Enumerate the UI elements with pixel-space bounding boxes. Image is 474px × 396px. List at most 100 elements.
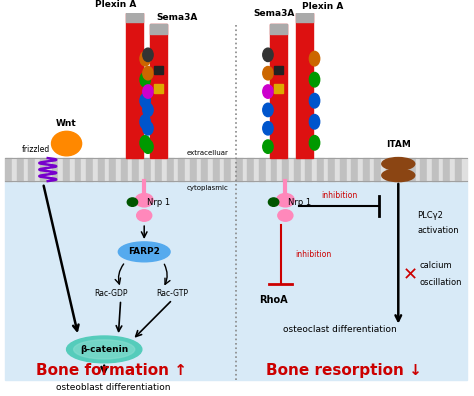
Bar	[82, 158, 86, 181]
Ellipse shape	[263, 67, 273, 80]
Bar	[197, 158, 201, 181]
Ellipse shape	[143, 85, 153, 98]
Text: calcium: calcium	[419, 261, 452, 270]
Ellipse shape	[263, 103, 273, 116]
Bar	[340, 158, 346, 181]
Text: inhibition: inhibition	[295, 250, 331, 259]
Circle shape	[127, 198, 137, 206]
Text: frizzled: frizzled	[22, 145, 50, 154]
Bar	[127, 13, 143, 22]
Bar	[270, 24, 287, 34]
Bar	[154, 66, 163, 74]
Bar	[47, 158, 52, 181]
Text: Rac-GTP: Rac-GTP	[156, 289, 189, 299]
Bar	[109, 158, 116, 181]
Bar	[324, 158, 328, 181]
Bar	[455, 158, 462, 181]
Bar	[293, 158, 301, 181]
Bar	[386, 158, 393, 181]
Bar	[213, 158, 220, 181]
Bar	[150, 24, 167, 34]
Ellipse shape	[310, 51, 319, 66]
Text: oscillation: oscillation	[419, 278, 462, 287]
Bar	[190, 158, 197, 181]
Bar	[301, 158, 305, 181]
Bar	[358, 158, 363, 181]
Bar	[397, 158, 404, 181]
Ellipse shape	[310, 93, 319, 108]
Text: PLCγ2: PLCγ2	[417, 211, 443, 220]
Text: extracelluar: extracelluar	[187, 150, 229, 156]
Bar	[121, 158, 128, 181]
Bar	[150, 24, 167, 158]
Text: Plexin A: Plexin A	[302, 2, 344, 11]
Bar	[139, 158, 144, 181]
Bar	[162, 158, 167, 181]
Text: β-catenin: β-catenin	[80, 345, 128, 354]
Bar	[444, 158, 450, 181]
Bar	[363, 158, 370, 181]
Ellipse shape	[140, 93, 150, 108]
Ellipse shape	[140, 51, 150, 66]
Ellipse shape	[140, 72, 150, 87]
Ellipse shape	[140, 135, 150, 150]
Bar	[271, 158, 277, 181]
Bar	[86, 158, 93, 181]
Bar	[439, 158, 444, 181]
Ellipse shape	[278, 210, 293, 221]
Bar	[128, 158, 132, 181]
Bar	[335, 158, 340, 181]
Text: Wnt: Wnt	[56, 119, 77, 128]
Bar	[462, 158, 466, 181]
Bar	[420, 158, 428, 181]
Bar	[289, 158, 293, 181]
Bar	[98, 158, 105, 181]
Ellipse shape	[263, 122, 273, 135]
Ellipse shape	[143, 67, 153, 80]
Bar	[52, 158, 58, 181]
Bar	[266, 158, 271, 181]
Bar	[201, 158, 208, 181]
Bar	[40, 158, 47, 181]
Bar	[63, 158, 70, 181]
Bar	[305, 158, 312, 181]
Ellipse shape	[73, 340, 135, 359]
Bar	[243, 158, 247, 181]
Bar	[178, 158, 185, 181]
Bar	[247, 158, 255, 181]
Circle shape	[268, 198, 279, 206]
Ellipse shape	[140, 114, 150, 129]
Text: Nrp 1: Nrp 1	[288, 198, 311, 207]
Ellipse shape	[143, 48, 153, 61]
Ellipse shape	[143, 122, 153, 135]
Ellipse shape	[143, 103, 153, 116]
Bar	[370, 158, 374, 181]
Text: osteoclast differentiation: osteoclast differentiation	[283, 325, 396, 333]
Text: Nrp 1: Nrp 1	[146, 198, 170, 207]
Text: ✕: ✕	[402, 266, 418, 284]
Ellipse shape	[118, 242, 170, 262]
Ellipse shape	[66, 336, 142, 363]
Bar	[317, 158, 324, 181]
Bar	[259, 158, 266, 181]
Bar	[404, 158, 409, 181]
Bar	[185, 158, 190, 181]
Bar	[208, 158, 213, 181]
Bar	[144, 158, 151, 181]
Text: Sema3A: Sema3A	[253, 10, 294, 19]
Bar	[312, 158, 317, 181]
Bar	[270, 24, 287, 158]
Bar	[116, 158, 121, 181]
Bar	[74, 158, 82, 181]
Bar	[255, 158, 259, 181]
Ellipse shape	[310, 114, 319, 129]
Bar	[28, 158, 36, 181]
Bar	[273, 66, 283, 74]
Bar	[381, 158, 386, 181]
Text: Sema3A: Sema3A	[156, 13, 198, 22]
Bar	[346, 158, 351, 181]
Bar	[173, 158, 178, 181]
Bar	[151, 158, 155, 181]
Bar	[5, 181, 466, 380]
Ellipse shape	[263, 140, 273, 153]
